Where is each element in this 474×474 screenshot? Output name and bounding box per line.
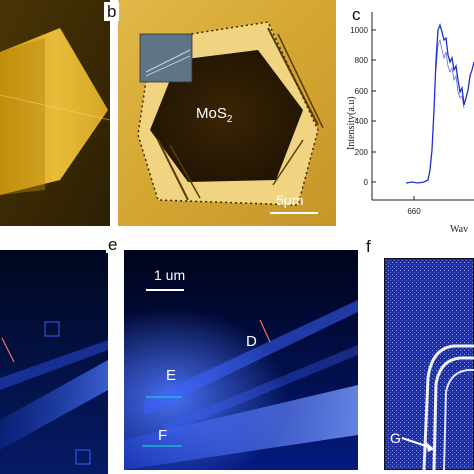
panel-label-e: e <box>106 235 120 254</box>
marker-f-label: F <box>158 427 167 444</box>
spectrum-series-line <box>405 22 474 184</box>
panel-label-f: f <box>364 237 373 256</box>
panel-label-c: c <box>350 5 363 24</box>
scalebar-label: 5μm <box>276 192 304 208</box>
material-label: MoS2 <box>196 105 233 125</box>
panel-e-optical-image: 1 um D E F <box>124 250 358 470</box>
scalebar-label: 1 um <box>154 267 185 283</box>
ytick-600: 600 <box>355 87 369 96</box>
ytick-0: 0 <box>364 178 369 187</box>
panel-d-optical-image <box>0 250 108 474</box>
x-axis-title: Wav <box>450 224 468 235</box>
marker-d-label: D <box>246 333 257 350</box>
panel-b-afm-image: MoS2 5μm <box>118 0 336 226</box>
ytick-400: 400 <box>355 117 369 126</box>
marker-g-label: G <box>390 430 401 446</box>
y-ticks: 0 200 400 600 800 1000 <box>350 26 376 187</box>
panel-label-b: b <box>104 2 120 21</box>
ytick-200: 200 <box>355 148 369 157</box>
ytick-800: 800 <box>355 56 369 65</box>
y-axis-title: Intensity(a.u) <box>346 96 357 150</box>
panel-a-afm-image <box>0 0 110 226</box>
panel-c-spectrum-chart: 0 200 400 600 800 1000 660 Intensity(a.u… <box>342 0 474 240</box>
marker-e-label: E <box>166 367 176 384</box>
xtick-660: 660 <box>407 207 421 216</box>
ytick-1000: 1000 <box>350 26 368 35</box>
panel-f-image: G <box>384 258 474 470</box>
